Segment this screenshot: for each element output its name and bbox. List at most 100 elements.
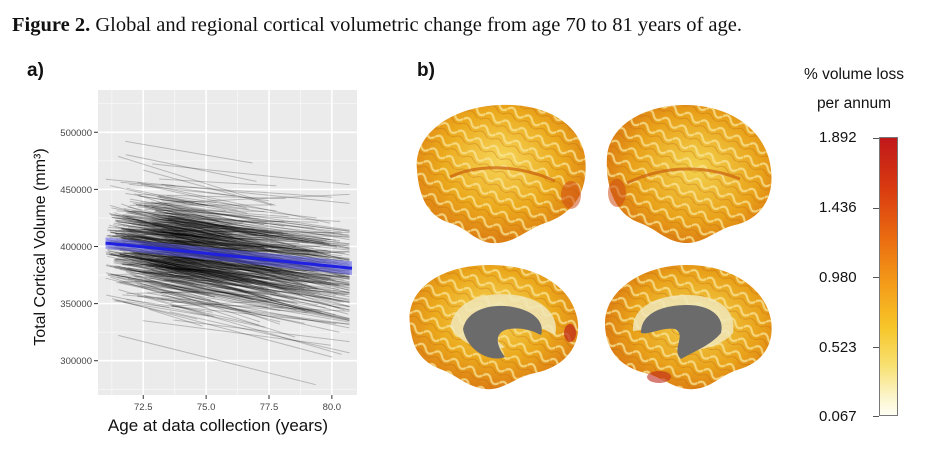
- trajectory-line: [110, 276, 296, 338]
- trajectory-line: [130, 230, 185, 239]
- trajectory-line: [166, 267, 345, 296]
- colorbar-tick: [873, 277, 879, 278]
- trajectory-line: [149, 263, 350, 298]
- trajectory-line: [156, 196, 239, 211]
- trajectory-line: [159, 269, 243, 281]
- trajectory-line: [139, 266, 248, 294]
- trajectory-line: [163, 212, 283, 233]
- trajectory-line: [122, 225, 194, 233]
- trajectory-line: [115, 299, 170, 308]
- trajectory-line: [128, 230, 206, 238]
- trajectory-line: [116, 210, 222, 217]
- trajectory-line: [114, 259, 306, 288]
- trajectory-line: [138, 271, 230, 291]
- trajectory-line: [144, 205, 289, 218]
- trajectory-line: [114, 233, 273, 239]
- trajectory-line: [125, 140, 253, 164]
- trajectory-line: [105, 251, 159, 266]
- trajectory-line: [164, 215, 267, 224]
- trajectory-line: [132, 223, 283, 255]
- trajectory-line: [147, 292, 305, 324]
- trajectory-line: [159, 195, 249, 210]
- trajectory-line: [162, 231, 325, 254]
- brain-medial-left: [409, 265, 579, 390]
- trajectory-line: [150, 205, 350, 241]
- trajectory-line: [164, 261, 350, 301]
- x-tick-label: 72.5: [134, 402, 153, 413]
- trajectory-line: [168, 217, 350, 239]
- trajectory-line: [131, 260, 191, 272]
- trajectory-line: [160, 263, 295, 301]
- trajectory-line: [114, 217, 229, 235]
- trajectory-line: [119, 279, 249, 283]
- trajectory-line: [141, 285, 350, 323]
- trajectory-line: [160, 231, 265, 249]
- trajectory-line: [127, 278, 251, 297]
- trajectory-line: [125, 217, 319, 263]
- trajectory-line: [142, 269, 253, 300]
- trajectory-line: [149, 283, 350, 322]
- trajectory-line: [161, 257, 340, 286]
- trajectory-line: [147, 269, 276, 293]
- trajectory-line: [160, 268, 350, 320]
- trajectory-line: [114, 259, 196, 264]
- y-tick-label: 400000: [60, 242, 92, 253]
- x-tick-label: 75.0: [197, 402, 216, 413]
- trajectory-line: [128, 263, 271, 291]
- trajectory-line: [137, 194, 286, 199]
- trajectory-line: [164, 263, 304, 290]
- trajectory-line: [105, 272, 209, 295]
- trajectory-line: [111, 298, 333, 358]
- trajectory-line: [136, 293, 208, 308]
- trajectory-line: [136, 255, 252, 282]
- trajectory-line: [169, 218, 319, 223]
- trajectory-line: [140, 201, 207, 211]
- trajectory-line: [138, 195, 194, 205]
- trajectory-line: [114, 267, 332, 300]
- trajectory-line: [133, 222, 244, 237]
- trajectory-line: [125, 271, 280, 325]
- trajectory-line: [158, 252, 350, 291]
- trajectory-line: [131, 255, 344, 303]
- trajectory-line: [114, 214, 270, 236]
- trajectory-line: [122, 255, 321, 294]
- trajectory-line: [152, 222, 258, 234]
- trajectory-line: [141, 228, 350, 236]
- trajectory-line: [106, 235, 249, 247]
- trajectory-line: [106, 255, 238, 287]
- trajectory-line: [175, 225, 335, 234]
- trajectory-line: [133, 210, 185, 219]
- trajectory-line: [143, 204, 350, 232]
- trajectory-line: [111, 216, 233, 237]
- trajectory-line: [128, 226, 238, 241]
- trajectory-line: [148, 258, 213, 275]
- trajectory-line: [139, 228, 339, 263]
- trajectory-line: [153, 225, 275, 235]
- trajectory-line: [161, 200, 217, 203]
- trajectory-line: [147, 262, 350, 311]
- trajectory-line: [129, 198, 343, 235]
- trajectory-line: [166, 224, 285, 249]
- trajectory-line: [166, 266, 240, 283]
- trajectory-line: [123, 301, 198, 320]
- colorbar-tick-label: 1.892: [819, 129, 857, 146]
- trajectory-line: [137, 206, 265, 226]
- trajectory-line: [125, 228, 332, 241]
- trajectory-line: [113, 222, 275, 251]
- trajectory-line: [169, 226, 350, 260]
- trajectory-line: [165, 219, 325, 244]
- trajectory-line: [167, 195, 277, 212]
- trajectory-line: [115, 267, 257, 276]
- trajectory-line: [123, 281, 199, 293]
- trajectory-line: [109, 213, 304, 242]
- trajectory-line: [106, 294, 265, 328]
- trajectory-line: [138, 224, 327, 242]
- trajectory-line: [107, 274, 326, 309]
- trajectory-line: [165, 241, 257, 246]
- trajectory-line: [174, 239, 350, 262]
- trajectory-line: [127, 267, 298, 304]
- colorbar-tick: [873, 208, 879, 209]
- trajectory-line: [122, 238, 321, 248]
- trajectory-line: [158, 178, 277, 187]
- trajectory-line: [123, 261, 350, 321]
